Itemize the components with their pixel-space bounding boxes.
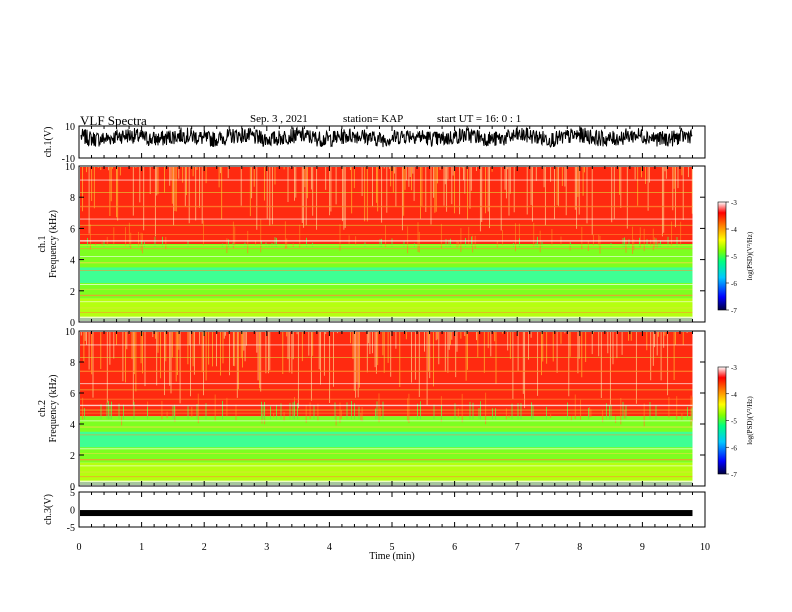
x-tick-label: 7: [515, 542, 520, 553]
ch1-spectrogram-ytick-label: 0: [70, 318, 75, 329]
ch1-spectrogram-ytick-label: 6: [70, 224, 75, 235]
ch2-spectrogram-ytick-label: 8: [70, 358, 75, 369]
ch2-spectrogram-colorbar: [717, 366, 727, 475]
ch2-spectrogram-ytick-label: 6: [70, 389, 75, 400]
ch2-spectrogram-bottom-row: [80, 482, 693, 485]
ch2-spectrogram-colorbar-tick-label: -5: [731, 418, 737, 426]
ch1-spectrogram-quiet-band: [80, 267, 693, 283]
ch1-spectrogram-colorbar-tick-label: -6: [731, 280, 737, 288]
ch2-spectrogram-low-band: [80, 462, 693, 485]
ch1-spectrogram-channel-label: ch.1: [37, 236, 48, 253]
ch2-spectrogram-ytick-label: 4: [70, 420, 75, 431]
ch1-waveform-ylabel: ch.1(V): [43, 127, 54, 158]
x-tick-label: 5: [390, 542, 395, 553]
start-time-label: start UT = 16: 0 : 1: [437, 113, 522, 125]
ch1-waveform-line: [80, 126, 693, 148]
ch3-waveform-ylabel: ch.3(V): [43, 494, 54, 525]
ch2-spectrogram-colorbar-tick-label: -3: [731, 364, 737, 372]
ch2-spectrogram-colorbar-tick-label: -4: [731, 391, 737, 399]
ch1-spectrogram-bottom-row: [80, 318, 693, 321]
ch2-spectrogram-quiet-band: [80, 431, 693, 448]
x-tick-label: 6: [452, 542, 457, 553]
ch1-spectrogram-ytick-label: 10: [65, 162, 75, 173]
ch2-spectrogram-ytick-label: 0: [70, 482, 75, 493]
ch1-ytick-label: 10: [65, 122, 75, 133]
ch2-spectrogram-colorbar-tick-label: -6: [731, 444, 737, 452]
ch1-spectrogram-colorbar-tick-label: -7: [731, 307, 737, 315]
ch2-spectrogram-colorbar-tick-label: -7: [731, 471, 737, 479]
x-tick-label: 4: [327, 542, 332, 553]
x-tick-label: 2: [202, 542, 207, 553]
ch1-spectrogram-ytick-label: 2: [70, 287, 75, 298]
date-label: Sep. 3 , 2021: [250, 113, 308, 125]
x-axis-label: Time (min): [369, 551, 414, 562]
ch2-spectrogram-ylabel: Frequency (kHz): [48, 374, 59, 442]
ch1-spectrogram-ytick-label: 8: [70, 193, 75, 204]
ch2-spectrogram-high-band: [80, 332, 693, 417]
ch1-spectrogram-ytick-label: 4: [70, 256, 75, 267]
ch3-waveform-frame: [78, 491, 706, 528]
ch2-spectrogram-ytick-label: 2: [70, 451, 75, 462]
ch1-spectrogram-colorbar-tick-label: -5: [731, 253, 737, 261]
ch1-spectrogram-streaks-light: [88, 167, 693, 237]
x-tick-label: 1: [139, 542, 144, 553]
ch2-spectrogram-streaks-green: [84, 400, 693, 420]
ch1-spectrogram-heatmap: [80, 167, 693, 321]
x-tick-label: 0: [77, 542, 82, 553]
ch1-spectrogram-colorbar-label: log(PSD)(V²/Hz): [746, 231, 754, 280]
ch2-spectrogram-channel-label: ch.2: [37, 400, 48, 417]
ch2-spectrogram-streaks-light: [80, 332, 688, 409]
ch1-spectrogram-low-band: [80, 298, 693, 321]
ch3-ytick-label: 5: [70, 488, 75, 499]
x-tick-label: 3: [264, 542, 269, 553]
ch2-spectrogram-ytick-label: 10: [65, 327, 75, 338]
ch1-spectrogram-colorbar-tick-label: -4: [731, 226, 737, 234]
ch1-spectrogram-colorbar: [717, 201, 727, 311]
ch3-waveform-line: [80, 510, 693, 517]
ch1-ytick-label: -10: [62, 154, 75, 165]
station-label: station= KAP: [343, 113, 404, 125]
ch1-spectrogram-colorbar-tick-label: -3: [731, 199, 737, 207]
figure-title: VLF Spectra: [80, 113, 147, 128]
ch2-spectrogram-colorbar-label: log(PSD)(V²/Hz): [746, 396, 754, 445]
ch3-ytick-label: 0: [70, 506, 75, 517]
ch1-spectrogram-streaks-green: [87, 236, 678, 247]
x-tick-label: 8: [577, 542, 582, 553]
ch1-spectrogram-ylabel: Frequency (kHz): [48, 210, 59, 278]
ch1-spectrogram-high-band: [80, 167, 693, 244]
x-tick-label: 9: [640, 542, 645, 553]
ch3-ytick-label: -5: [67, 523, 75, 534]
x-tick-label: 10: [700, 542, 710, 553]
ch2-spectrogram-heatmap: [80, 332, 693, 485]
